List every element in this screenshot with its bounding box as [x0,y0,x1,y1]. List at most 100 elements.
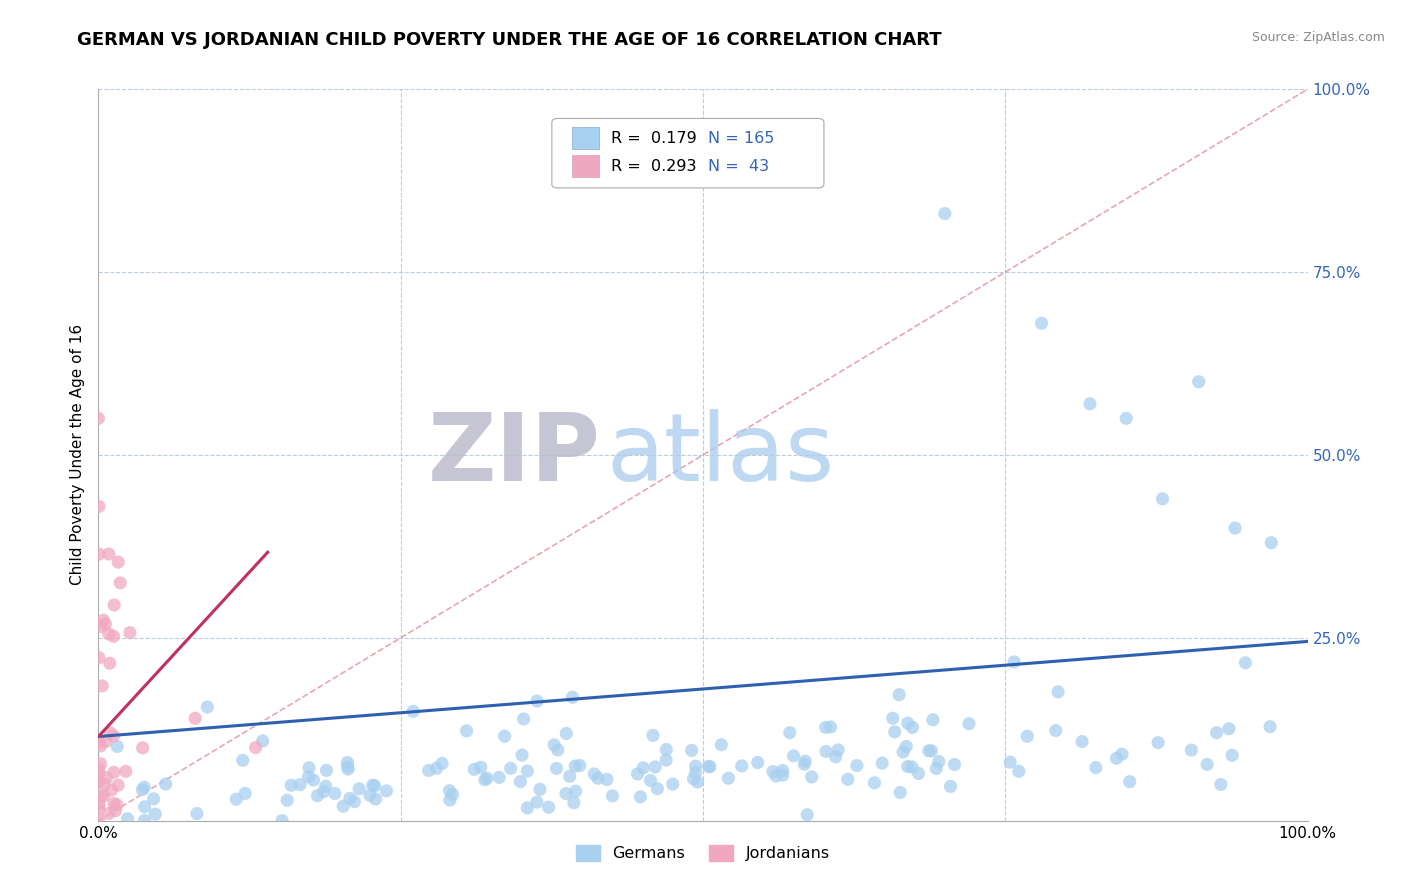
Point [104,804,127,818]
Point [347,781,370,796]
Point [870,756,893,770]
FancyBboxPatch shape [551,119,824,188]
Point [564,759,586,773]
Point [661,777,683,791]
FancyBboxPatch shape [572,128,599,149]
Point [155,777,177,791]
Point [93,777,115,791]
Point [887,688,910,702]
Point [685,765,707,780]
Point [339,791,361,805]
Point [402,704,425,718]
Point [547,743,569,757]
Point [134,780,156,795]
Point [509,774,531,789]
Point [901,721,924,735]
Point [103,729,125,743]
Point [271,814,294,828]
Point [456,723,478,738]
Point [583,767,606,781]
Point [1223,521,1246,535]
Point [647,781,669,796]
Point [555,787,578,801]
Point [87,775,110,789]
Point [361,778,384,792]
Point [114,764,136,779]
Point [568,758,591,772]
Y-axis label: Child Poverty Under the Age of 16: Child Poverty Under the Age of 16 [69,325,84,585]
Point [794,754,817,768]
Point [1258,720,1281,734]
Point [765,769,787,783]
Point [336,756,359,770]
Point [87,802,110,816]
Point [117,812,139,826]
Point [186,806,208,821]
Point [1205,725,1227,739]
Point [943,757,966,772]
Point [918,744,941,758]
Point [110,575,132,590]
Point [562,796,585,810]
Point [94,734,117,748]
Point [883,725,905,739]
Point [96,771,118,785]
Point [91,679,114,693]
Point [516,801,538,815]
Point [897,716,920,731]
Point [1180,743,1202,757]
Point [312,784,335,798]
Point [105,797,128,812]
Point [87,650,110,665]
Point [526,795,548,809]
Point [631,761,654,775]
Text: ZIP: ZIP [427,409,600,501]
Point [87,411,110,425]
Point [925,761,948,775]
Point [245,740,267,755]
Point [543,738,565,752]
Point [131,740,153,755]
Point [824,749,846,764]
Point [90,620,112,634]
Point [97,627,120,641]
Legend: Germans, Jordanians: Germans, Jordanians [569,838,837,868]
Point [555,726,578,740]
Text: GERMAN VS JORDANIAN CHILD POVERTY UNDER THE AGE OF 16 CORRELATION CHART: GERMAN VS JORDANIAN CHILD POVERTY UNDER … [77,31,942,49]
Point [710,738,733,752]
Point [800,770,823,784]
Point [97,547,120,561]
Point [827,743,849,757]
Point [957,716,980,731]
Point [1002,655,1025,669]
Point [717,771,740,785]
Point [87,547,110,561]
Point [87,500,110,514]
Point [845,758,868,772]
Point [1045,723,1067,738]
Point [315,779,337,793]
Point [332,799,354,814]
Point [441,788,464,802]
Text: N =  43: N = 43 [707,159,769,174]
Point [640,773,662,788]
Point [626,767,648,781]
Point [134,800,156,814]
Point [516,764,538,778]
Point [93,789,115,803]
Point [529,782,551,797]
Point [762,764,785,779]
Point [1152,491,1174,506]
Point [526,694,548,708]
Point [463,762,485,776]
Point [897,759,920,773]
Point [921,713,943,727]
Point [184,711,207,725]
Point [103,629,125,643]
Point [1260,535,1282,549]
Point [697,759,720,773]
Point [1119,774,1142,789]
Point [1047,685,1070,699]
Point [90,756,112,771]
Point [1220,748,1243,763]
